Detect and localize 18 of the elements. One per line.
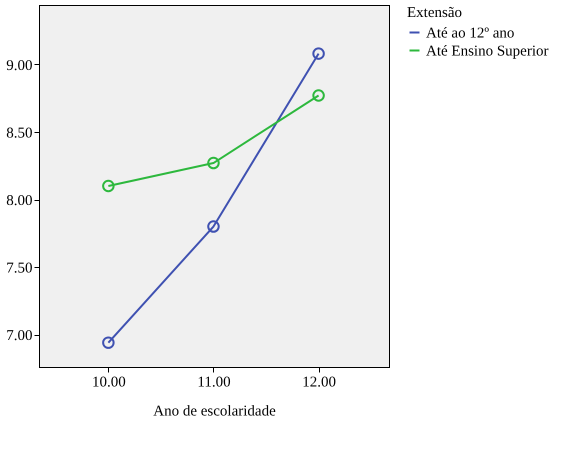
y-tick-label: 8.00 [6, 193, 32, 210]
point [312, 47, 325, 60]
point [207, 156, 220, 170]
y-tick-label: 8.50 [6, 125, 32, 142]
y-tick-label: 9.00 [6, 58, 32, 74]
x-tick-label: 11.00 [197, 374, 231, 390]
y-tick-label: 7.50 [6, 260, 32, 277]
legend-label: Até ao 12º ano [426, 26, 514, 42]
y-tick-label: 7.00 [6, 328, 32, 344]
legend-label: Até Ensino Superior [426, 44, 548, 60]
point [207, 220, 220, 233]
x-tick-label: 10.00 [92, 374, 126, 390]
point [312, 89, 325, 102]
point [102, 180, 115, 192]
x-axis-title: Ano de escolaridade [153, 404, 276, 420]
legend-title: Extensão [407, 5, 462, 21]
point [102, 336, 115, 349]
x-tick-label: 12.00 [302, 374, 336, 390]
